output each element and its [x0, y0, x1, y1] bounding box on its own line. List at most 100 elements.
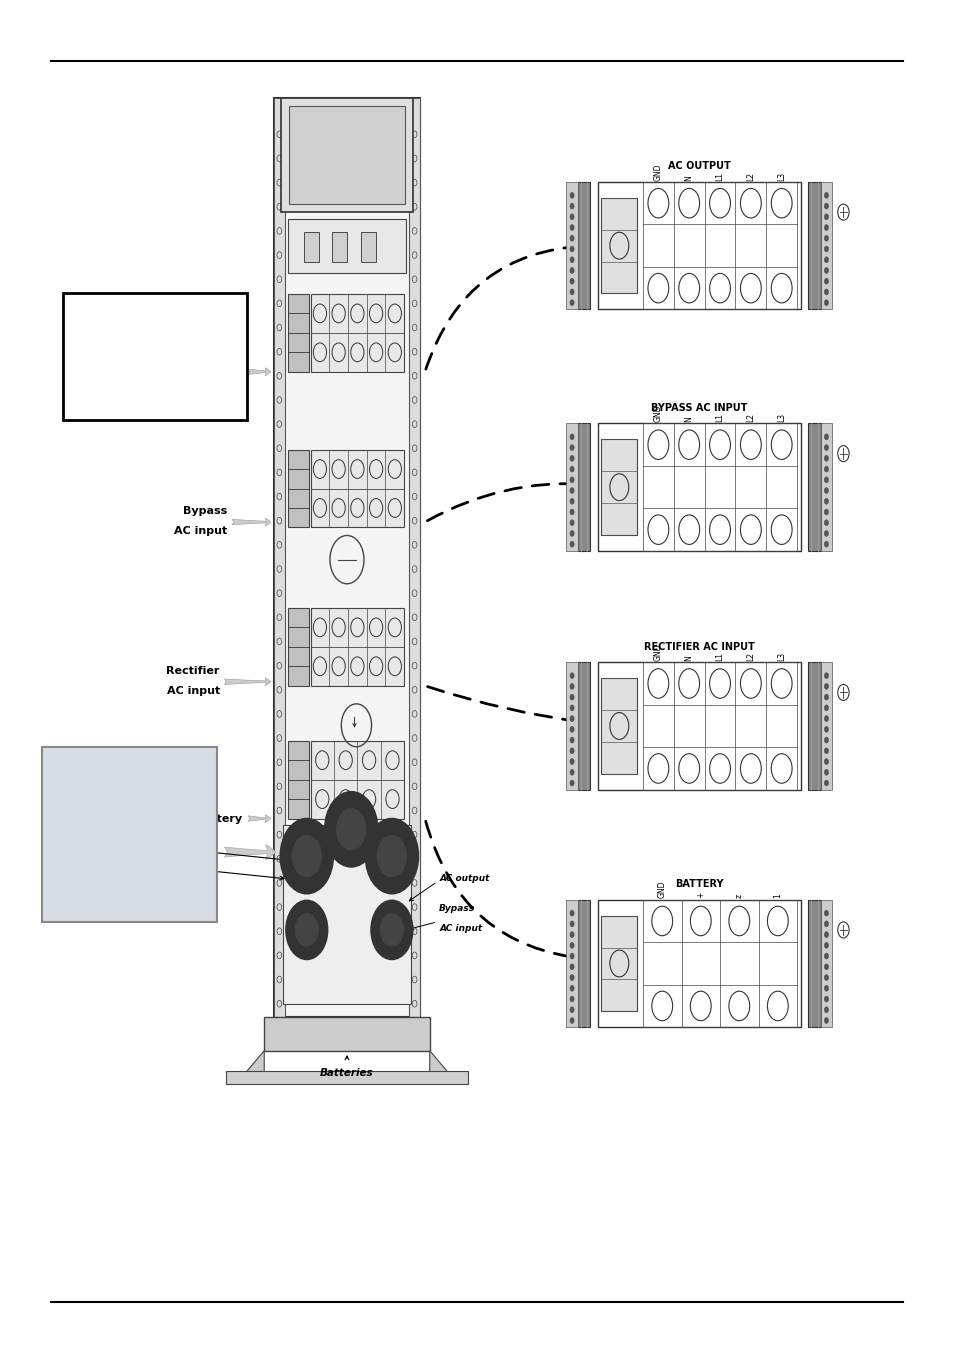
Text: AC input: AC input	[173, 526, 227, 536]
Circle shape	[380, 914, 403, 946]
Bar	[274, 99, 285, 1017]
Circle shape	[823, 986, 827, 991]
Text: AC input: AC input	[167, 686, 219, 697]
Bar	[360, 232, 375, 262]
Text: Rectifier: Rectifier	[166, 666, 219, 676]
Circle shape	[823, 509, 827, 514]
Circle shape	[823, 455, 827, 462]
Bar	[42, 748, 216, 922]
Circle shape	[823, 1018, 827, 1023]
Text: Bypass: Bypass	[438, 904, 475, 913]
Circle shape	[336, 809, 365, 850]
Bar	[332, 232, 347, 262]
Circle shape	[823, 953, 827, 958]
Text: P.E. ground pin: P.E. ground pin	[122, 844, 182, 853]
Text: L1: L1	[715, 652, 723, 662]
Text: Power: Power	[100, 769, 158, 788]
Circle shape	[569, 748, 574, 753]
Bar	[311, 294, 404, 371]
Text: AC input: AC input	[438, 925, 482, 933]
Circle shape	[569, 672, 574, 679]
Circle shape	[569, 509, 574, 514]
Circle shape	[823, 520, 827, 525]
Circle shape	[292, 836, 321, 876]
Circle shape	[280, 818, 333, 894]
Circle shape	[823, 193, 827, 198]
Text: Bypass: Bypass	[183, 506, 227, 516]
Text: L3: L3	[777, 652, 785, 662]
Circle shape	[823, 672, 827, 679]
Circle shape	[569, 256, 574, 263]
Bar	[597, 182, 801, 309]
Circle shape	[569, 769, 574, 775]
Circle shape	[823, 780, 827, 786]
Circle shape	[823, 256, 827, 263]
Circle shape	[823, 235, 827, 242]
Bar	[288, 608, 309, 686]
Circle shape	[823, 759, 827, 764]
Circle shape	[823, 224, 827, 231]
Bar	[597, 424, 801, 551]
Circle shape	[569, 455, 574, 462]
Circle shape	[569, 289, 574, 294]
Circle shape	[569, 444, 574, 451]
Text: L2: L2	[745, 652, 755, 662]
Circle shape	[569, 953, 574, 958]
Circle shape	[823, 300, 827, 305]
Bar	[597, 663, 801, 790]
Bar	[311, 608, 404, 686]
Bar	[264, 1017, 429, 1050]
Circle shape	[823, 769, 827, 775]
Text: Rectifier AC input: Rectifier AC input	[103, 861, 182, 869]
Circle shape	[823, 716, 827, 721]
Text: BATTERY: BATTERY	[675, 879, 722, 890]
Circle shape	[569, 986, 574, 991]
Circle shape	[295, 914, 318, 946]
Text: AC OUTPUT: AC OUTPUT	[667, 161, 730, 171]
Circle shape	[823, 705, 827, 711]
Circle shape	[569, 975, 574, 980]
Bar	[820, 663, 831, 790]
Circle shape	[569, 246, 574, 252]
Bar	[600, 198, 637, 293]
Circle shape	[569, 235, 574, 242]
Bar	[820, 424, 831, 551]
Text: RECTIFIER AC INPUT: RECTIFIER AC INPUT	[643, 641, 754, 652]
Bar	[597, 899, 801, 1027]
Text: N: N	[684, 416, 693, 423]
Circle shape	[569, 780, 574, 786]
Circle shape	[823, 541, 827, 547]
Circle shape	[823, 289, 827, 294]
Circle shape	[823, 942, 827, 948]
Text: cable: cable	[105, 821, 154, 838]
Circle shape	[569, 931, 574, 937]
Circle shape	[569, 487, 574, 494]
Bar	[578, 663, 589, 790]
Bar	[281, 99, 413, 212]
Circle shape	[569, 726, 574, 732]
Bar	[409, 99, 420, 1017]
Circle shape	[823, 498, 827, 504]
Circle shape	[569, 737, 574, 742]
Bar	[807, 182, 820, 309]
Circle shape	[823, 964, 827, 969]
Circle shape	[569, 213, 574, 220]
Text: BYPASS AC INPUT: BYPASS AC INPUT	[650, 402, 746, 413]
Circle shape	[569, 531, 574, 536]
Circle shape	[365, 818, 418, 894]
Bar	[566, 182, 578, 309]
Text: N: N	[684, 655, 693, 662]
Circle shape	[823, 694, 827, 701]
Circle shape	[324, 791, 377, 867]
Circle shape	[823, 726, 827, 732]
Bar	[226, 1071, 467, 1084]
Text: L1: L1	[715, 413, 723, 423]
Circle shape	[823, 433, 827, 440]
Bar	[288, 294, 309, 371]
Circle shape	[569, 433, 574, 440]
Bar	[63, 293, 247, 420]
Bar	[288, 741, 309, 818]
Bar	[289, 107, 405, 204]
Bar	[566, 424, 578, 551]
Bar	[820, 899, 831, 1027]
